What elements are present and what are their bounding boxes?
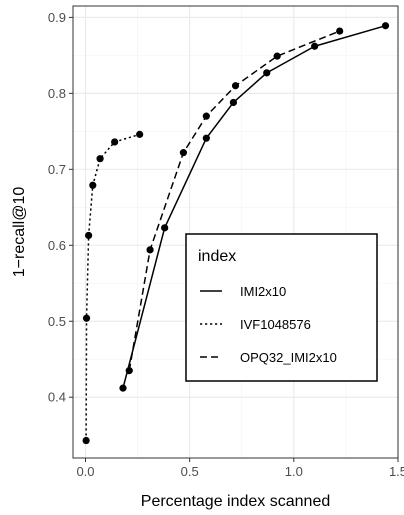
series-opq32-imi2x10 xyxy=(125,27,344,375)
data-point-opq32-imi2x10 xyxy=(336,27,344,35)
legend-item-opq32-imi2x10: OPQ32_IMI2x10 xyxy=(200,350,337,365)
data-point-ivf1048576 xyxy=(82,436,90,445)
data-point-opq32-imi2x10 xyxy=(125,367,133,375)
data-point-imi2x10 xyxy=(381,22,390,30)
data-point-ivf1048576 xyxy=(89,181,97,189)
data-point-ivf1048576 xyxy=(96,155,104,163)
legend-items: IMI2x10 IVF1048576 OPQ32_IMI2x10 xyxy=(200,284,337,365)
y-tick-label: 0.4 xyxy=(48,390,66,405)
series-layer xyxy=(82,22,390,445)
data-point-opq32-imi2x10 xyxy=(202,112,210,120)
data-point-ivf1048576 xyxy=(111,138,119,146)
data-point-ivf1048576 xyxy=(136,130,144,138)
data-point-opq32-imi2x10 xyxy=(231,82,240,90)
data-point-opq32-imi2x10 xyxy=(273,52,281,60)
data-point-imi2x10 xyxy=(229,98,238,107)
x-tick-label: 0.5 xyxy=(181,464,199,479)
legend-title: index xyxy=(198,248,236,265)
data-point-imi2x10 xyxy=(202,134,210,142)
y-axis-title: 1−recall@10 xyxy=(11,187,28,278)
x-tick-label: 1.0 xyxy=(285,464,303,479)
y-tick-label: 0.7 xyxy=(48,162,66,177)
data-point-opq32-imi2x10 xyxy=(146,246,154,254)
legend-item-ivf1048576: IVF1048576 xyxy=(200,317,311,332)
data-point-imi2x10 xyxy=(263,69,271,77)
x-tick-label: 1.5 xyxy=(389,464,404,479)
y-tick-label: 0.9 xyxy=(48,10,66,25)
legend-label-ivf1048576: IVF1048576 xyxy=(240,317,311,332)
legend-item-imi2x10: IMI2x10 xyxy=(200,284,286,299)
x-axis-title: Percentage index scanned xyxy=(141,493,330,510)
series-ivf1048576 xyxy=(82,130,144,445)
data-point-imi2x10 xyxy=(119,384,127,392)
y-tick-label: 0.5 xyxy=(48,314,66,329)
legend-label-opq32-imi2x10: OPQ32_IMI2x10 xyxy=(240,350,337,365)
legend: index IMI2x10 IVF1048576 OPQ32_IMI2x10 xyxy=(185,233,378,382)
series-line-ivf1048576 xyxy=(85,133,140,441)
series-imi2x10 xyxy=(119,22,390,392)
x-tick-label: 0.0 xyxy=(76,464,94,479)
y-tick-label: 0.6 xyxy=(48,238,66,253)
data-point-opq32-imi2x10 xyxy=(179,149,188,157)
data-point-ivf1048576 xyxy=(85,231,93,240)
data-point-imi2x10 xyxy=(311,42,319,50)
panel-border xyxy=(72,5,399,459)
data-point-imi2x10 xyxy=(161,224,169,232)
axes: 0.0 0.5 1.0 1.5 0.4 0.5 0.6 0.7 0.8 0.9 xyxy=(48,10,404,479)
legend-label-imi2x10: IMI2x10 xyxy=(240,284,286,299)
data-point-ivf1048576 xyxy=(82,314,91,322)
y-tick-label: 0.8 xyxy=(48,86,66,101)
